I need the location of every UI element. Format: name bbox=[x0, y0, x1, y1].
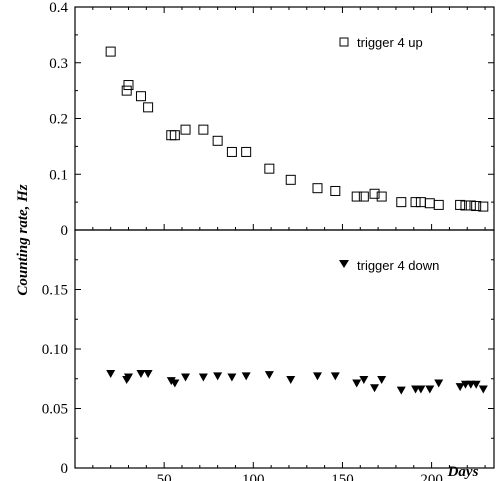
x-tick-label: 150 bbox=[331, 472, 354, 481]
data-point-up bbox=[471, 201, 482, 212]
data-point-up bbox=[369, 188, 380, 199]
data-point-down bbox=[330, 372, 340, 381]
legend-top-marker bbox=[339, 37, 349, 47]
data-point-down bbox=[377, 375, 387, 384]
data-point-down bbox=[286, 375, 296, 384]
data-point-up bbox=[351, 191, 362, 202]
data-point-down bbox=[213, 372, 223, 381]
data-point-down bbox=[434, 379, 444, 388]
y-tick-label: 0.2 bbox=[49, 112, 68, 128]
data-point-down bbox=[143, 369, 153, 378]
plot-frame-top bbox=[74, 6, 495, 231]
y-tick-label: 0.3 bbox=[49, 56, 68, 72]
data-point-up bbox=[121, 85, 132, 96]
data-point-up bbox=[169, 130, 180, 141]
data-point-up bbox=[226, 146, 237, 157]
data-point-down bbox=[123, 373, 133, 382]
data-point-up bbox=[465, 200, 476, 211]
data-point-up bbox=[415, 197, 426, 208]
data-point-up bbox=[330, 185, 341, 196]
data-point-up bbox=[264, 163, 275, 174]
x-tick-label: 200 bbox=[420, 472, 443, 481]
data-point-down bbox=[181, 373, 191, 382]
data-point-down bbox=[241, 372, 251, 381]
data-point-down bbox=[455, 383, 465, 392]
data-point-up bbox=[455, 199, 466, 210]
data-point-up bbox=[424, 198, 435, 209]
data-point-down bbox=[478, 385, 488, 394]
data-point-up bbox=[410, 197, 421, 208]
legend-top: trigger 4 up bbox=[339, 35, 423, 50]
legend-top-label: trigger 4 up bbox=[357, 35, 423, 50]
data-point-up bbox=[285, 174, 296, 185]
y-tick-label: 0.1 bbox=[49, 167, 68, 183]
data-point-down bbox=[170, 379, 180, 388]
data-point-down bbox=[471, 380, 481, 389]
x-tick-label: 50 bbox=[157, 472, 172, 481]
data-point-down bbox=[396, 386, 406, 395]
legend-bottom-label: trigger 4 down bbox=[357, 258, 439, 273]
data-point-down bbox=[264, 371, 274, 380]
y-tick-label: 0.15 bbox=[42, 283, 68, 299]
data-point-up bbox=[478, 201, 489, 212]
data-point-up bbox=[166, 130, 177, 141]
data-point-up bbox=[123, 80, 134, 91]
x-tick-label: 100 bbox=[242, 472, 265, 481]
data-point-down bbox=[352, 379, 362, 388]
data-point-down bbox=[136, 369, 146, 378]
data-point-up bbox=[358, 191, 369, 202]
data-point-up bbox=[198, 124, 209, 135]
data-point-up bbox=[143, 102, 154, 113]
data-point-down bbox=[198, 373, 208, 382]
data-point-down bbox=[416, 385, 426, 394]
legend-bottom: trigger 4 down bbox=[339, 258, 439, 273]
data-point-up bbox=[460, 200, 471, 211]
y-tick-label: 0 bbox=[61, 461, 69, 477]
data-point-up bbox=[241, 146, 252, 157]
data-point-down bbox=[359, 375, 369, 384]
y-tick-label: 0.10 bbox=[42, 342, 68, 358]
data-point-up bbox=[180, 124, 191, 135]
data-point-down bbox=[106, 369, 116, 378]
data-point-up bbox=[433, 199, 444, 210]
data-point-down bbox=[425, 385, 435, 394]
data-point-up bbox=[312, 183, 323, 194]
x-axis-label: Days bbox=[447, 464, 479, 480]
y-tick-label: 0.05 bbox=[42, 402, 68, 418]
data-point-up bbox=[212, 135, 223, 146]
data-point-up bbox=[396, 197, 407, 208]
data-point-down bbox=[227, 373, 237, 382]
y-tick-label: 0.4 bbox=[49, 0, 68, 16]
y-tick-label: 0 bbox=[61, 223, 69, 239]
data-point-down bbox=[370, 384, 380, 393]
data-point-down bbox=[312, 372, 322, 381]
data-point-up bbox=[376, 191, 387, 202]
y-axis-label: Counting rate, Hz bbox=[15, 184, 31, 295]
data-point-up bbox=[105, 46, 116, 57]
legend-bottom-marker bbox=[339, 260, 349, 268]
data-point-up bbox=[135, 91, 146, 102]
